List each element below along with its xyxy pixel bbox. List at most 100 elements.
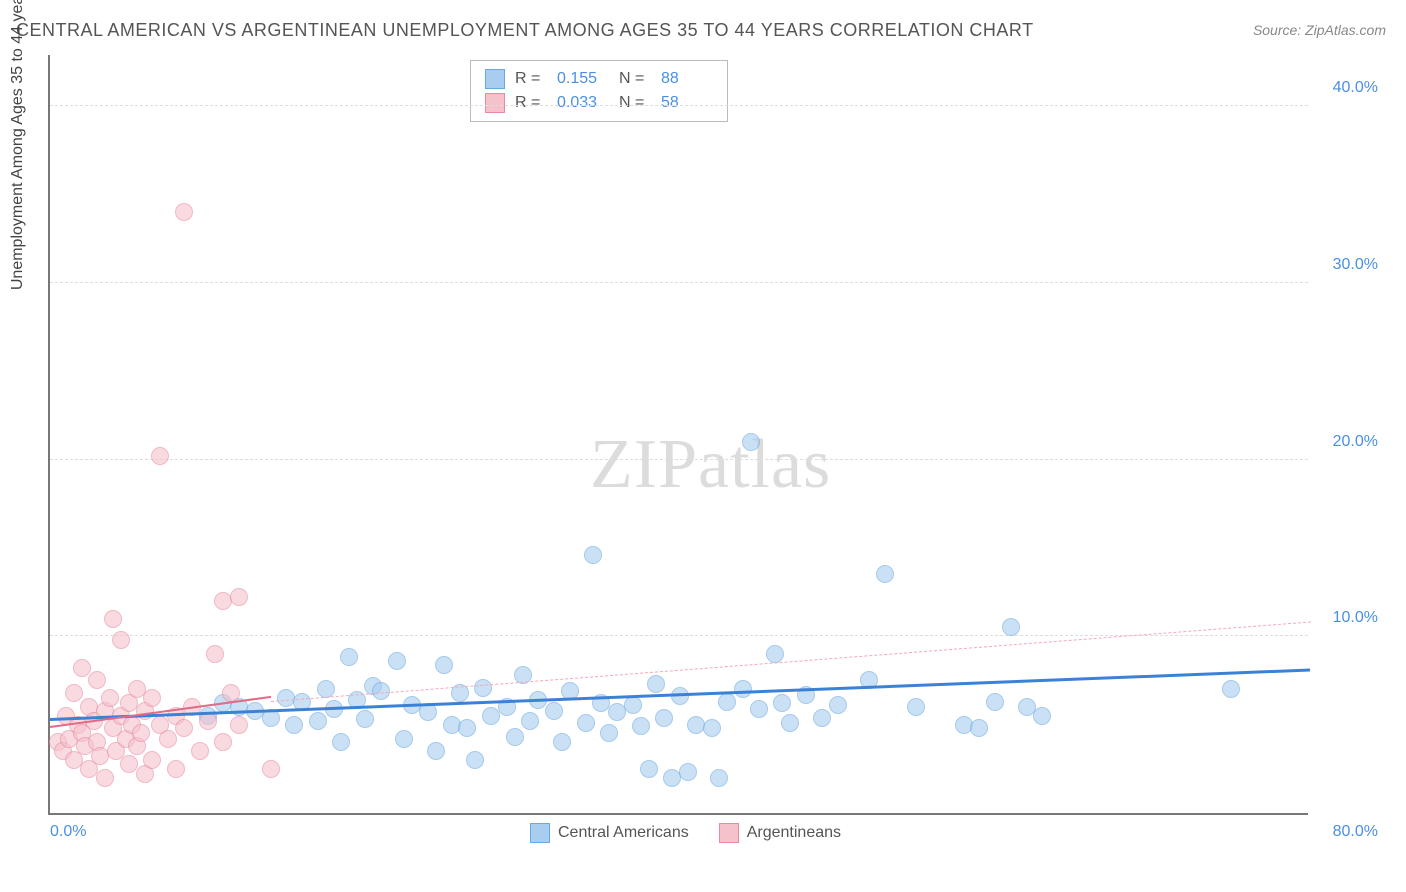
data-point xyxy=(506,728,524,746)
data-point xyxy=(230,716,248,734)
data-point xyxy=(640,760,658,778)
data-point xyxy=(1222,680,1240,698)
data-point xyxy=(577,714,595,732)
y-axis-label: 40.0% xyxy=(1333,79,1378,97)
n-value: 88 xyxy=(661,70,713,88)
data-point xyxy=(159,730,177,748)
data-point xyxy=(175,203,193,221)
data-point xyxy=(766,645,784,663)
data-point xyxy=(120,755,138,773)
data-point xyxy=(710,769,728,787)
data-point xyxy=(214,733,232,751)
data-point xyxy=(655,709,673,727)
legend-label: Central Americans xyxy=(558,824,689,842)
chart-area: Unemployment Among Ages 35 to 44 years Z… xyxy=(48,55,1388,845)
y-axis-label: 20.0% xyxy=(1333,433,1378,451)
n-value: 58 xyxy=(661,94,713,112)
legend-row: R =0.033N =58 xyxy=(485,91,713,115)
gridline xyxy=(50,459,1308,460)
data-point xyxy=(262,760,280,778)
data-point xyxy=(584,546,602,564)
data-point xyxy=(388,652,406,670)
chart-title: CENTRAL AMERICAN VS ARGENTINEAN UNEMPLOY… xyxy=(16,20,1034,41)
data-point xyxy=(703,719,721,737)
data-point xyxy=(435,656,453,674)
data-point xyxy=(340,648,358,666)
correlation-legend: R =0.155N =88R =0.033N =58 xyxy=(470,60,728,122)
series-legend: Central Americans Argentineans xyxy=(530,823,841,843)
data-point xyxy=(206,645,224,663)
data-point xyxy=(96,769,114,787)
data-point xyxy=(829,696,847,714)
n-label: N = xyxy=(619,94,651,112)
data-point xyxy=(285,716,303,734)
data-point xyxy=(427,742,445,760)
data-point xyxy=(876,565,894,583)
data-point xyxy=(750,700,768,718)
data-point xyxy=(458,719,476,737)
data-point xyxy=(356,710,374,728)
data-point xyxy=(395,730,413,748)
data-point xyxy=(781,714,799,732)
data-point xyxy=(1033,707,1051,725)
data-point xyxy=(600,724,618,742)
data-point xyxy=(88,671,106,689)
y-axis-title: Unemployment Among Ages 35 to 44 years xyxy=(9,0,27,290)
legend-swatch xyxy=(485,69,505,89)
watermark-light: atlas xyxy=(698,426,831,503)
data-point xyxy=(191,742,209,760)
data-point xyxy=(679,763,697,781)
data-point xyxy=(553,733,571,751)
data-point xyxy=(132,724,150,742)
data-point xyxy=(647,675,665,693)
legend-row: R = 0.155 N = 88 xyxy=(485,67,713,91)
data-point xyxy=(986,693,1004,711)
data-point xyxy=(773,694,791,712)
data-point xyxy=(167,760,185,778)
y-axis-label: 10.0% xyxy=(1333,609,1378,627)
r-label: R = xyxy=(515,70,547,88)
x-axis-min-label: 0.0% xyxy=(50,823,86,841)
data-point xyxy=(222,684,240,702)
legend-swatch xyxy=(719,823,739,843)
data-point xyxy=(151,447,169,465)
data-point xyxy=(65,684,83,702)
data-point xyxy=(466,751,484,769)
legend-swatch xyxy=(485,93,505,113)
data-point xyxy=(734,680,752,698)
legend-swatch xyxy=(530,823,550,843)
n-label: N = xyxy=(619,70,651,88)
data-point xyxy=(73,659,91,677)
data-point xyxy=(1002,618,1020,636)
r-label: R = xyxy=(515,94,547,112)
legend-label: Argentineans xyxy=(747,824,841,842)
legend-item: Argentineans xyxy=(719,823,841,843)
gridline xyxy=(50,282,1308,283)
watermark-bold: ZIP xyxy=(590,426,698,503)
data-point xyxy=(718,693,736,711)
data-point xyxy=(632,717,650,735)
source-label: Source: ZipAtlas.com xyxy=(1253,22,1386,38)
data-point xyxy=(742,433,760,451)
data-point xyxy=(813,709,831,727)
data-point xyxy=(143,751,161,769)
data-point xyxy=(332,733,350,751)
data-point xyxy=(624,696,642,714)
data-point xyxy=(474,679,492,697)
data-point xyxy=(112,631,130,649)
data-point xyxy=(230,588,248,606)
data-point xyxy=(907,698,925,716)
gridline xyxy=(50,105,1308,106)
scatter-plot: ZIPatlas R =0.155N =88R =0.033N =58 0.0%… xyxy=(48,55,1308,815)
data-point xyxy=(143,689,161,707)
data-point xyxy=(101,689,119,707)
data-point xyxy=(970,719,988,737)
data-point xyxy=(545,702,563,720)
data-point xyxy=(521,712,539,730)
y-axis-label: 30.0% xyxy=(1333,256,1378,274)
r-value: 0.155 xyxy=(557,70,609,88)
data-point xyxy=(175,719,193,737)
data-point xyxy=(104,610,122,628)
x-axis-max-label: 80.0% xyxy=(1333,823,1378,841)
legend-item: Central Americans xyxy=(530,823,689,843)
